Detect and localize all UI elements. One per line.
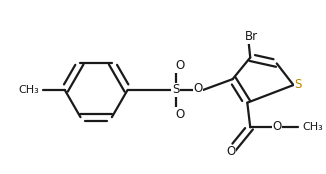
Text: S: S (295, 78, 302, 90)
Text: O: O (175, 59, 184, 72)
Text: O: O (194, 82, 203, 96)
Text: Br: Br (245, 30, 258, 44)
Text: S: S (172, 84, 179, 96)
Text: CH₃: CH₃ (302, 122, 323, 132)
Text: O: O (226, 145, 235, 158)
Text: CH₃: CH₃ (19, 85, 39, 95)
Text: O: O (272, 120, 281, 133)
Text: O: O (175, 108, 184, 121)
